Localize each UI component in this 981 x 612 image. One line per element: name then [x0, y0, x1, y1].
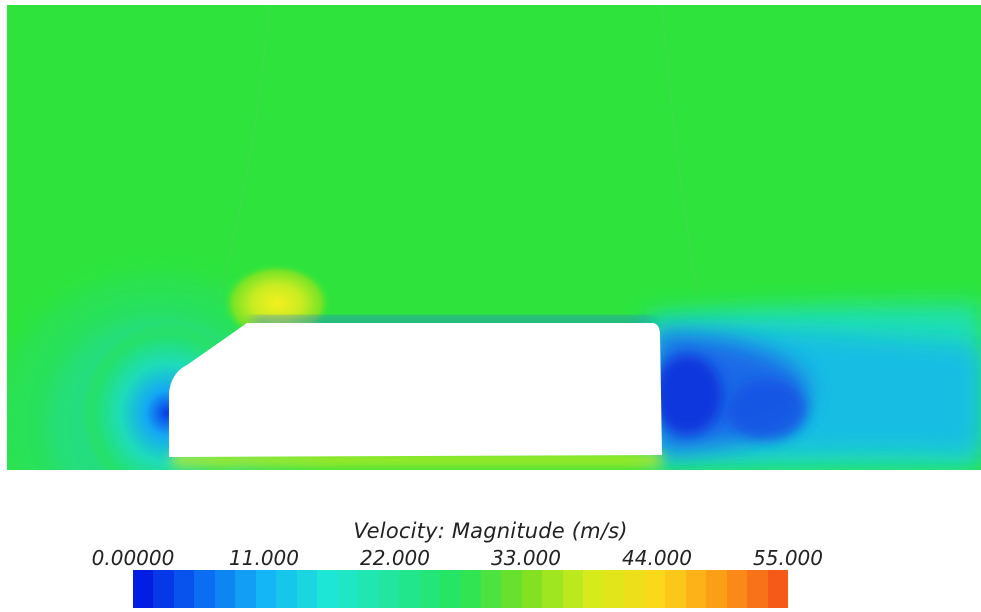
colorbar-segment — [296, 570, 318, 608]
colorbar-segment — [358, 570, 379, 608]
colorbar-segment — [337, 570, 359, 608]
colorbar-segment — [419, 570, 441, 608]
wake-envelope-right — [661, 5, 698, 296]
colorbar-segment — [665, 570, 686, 608]
colorbar-segment — [460, 570, 481, 608]
ground-plane — [7, 470, 981, 473]
colorbar-tick-1: 11.000 — [229, 546, 299, 570]
colorbar-segment — [542, 570, 563, 608]
colorbar-segment — [767, 570, 788, 608]
colorbar-tick-5: 55.000 — [753, 546, 823, 570]
colorbar-segment — [624, 570, 645, 608]
colorbar-tick-2: 22.000 — [360, 546, 430, 570]
colorbar-segment — [399, 570, 420, 608]
colorbar-segment — [644, 570, 666, 608]
colorbar-segment — [153, 570, 174, 608]
colorbar-segment — [685, 570, 707, 608]
colorbar-segment — [603, 570, 625, 608]
wake-envelope-left — [216, 5, 270, 306]
colorbar-segment — [521, 570, 543, 608]
colorbar-segment — [378, 570, 400, 608]
colorbar — [133, 570, 788, 608]
colorbar-segment — [747, 570, 768, 608]
colorbar-segment — [562, 570, 584, 608]
underbody-flow-strip — [172, 453, 662, 467]
colorbar-segment — [706, 570, 727, 608]
colorbar-segment — [276, 570, 297, 608]
colorbar-segment — [440, 570, 461, 608]
colorbar-segment — [726, 570, 748, 608]
colorbar-segment — [133, 570, 154, 608]
vehicle-body — [169, 323, 662, 457]
colorbar-segment — [235, 570, 256, 608]
colorbar-segment — [501, 570, 522, 608]
colorbar-segment — [194, 570, 215, 608]
velocity-contour-plot — [7, 5, 981, 473]
wake-region — [647, 305, 981, 470]
colorbar-title: Velocity: Magnitude (m/s) — [353, 519, 628, 543]
colorbar-segment — [173, 570, 195, 608]
colorbar-tick-4: 44.000 — [622, 546, 692, 570]
roof-edge-strip — [252, 317, 652, 325]
colorbar-tick-0: 0.00000 — [91, 546, 175, 570]
colorbar-tick-3: 33.000 — [491, 546, 561, 570]
colorbar-segment — [583, 570, 604, 608]
colorbar-segment — [255, 570, 277, 608]
colorbar-segment — [317, 570, 338, 608]
colorbar-segment — [214, 570, 236, 608]
colorbar-segment — [480, 570, 502, 608]
